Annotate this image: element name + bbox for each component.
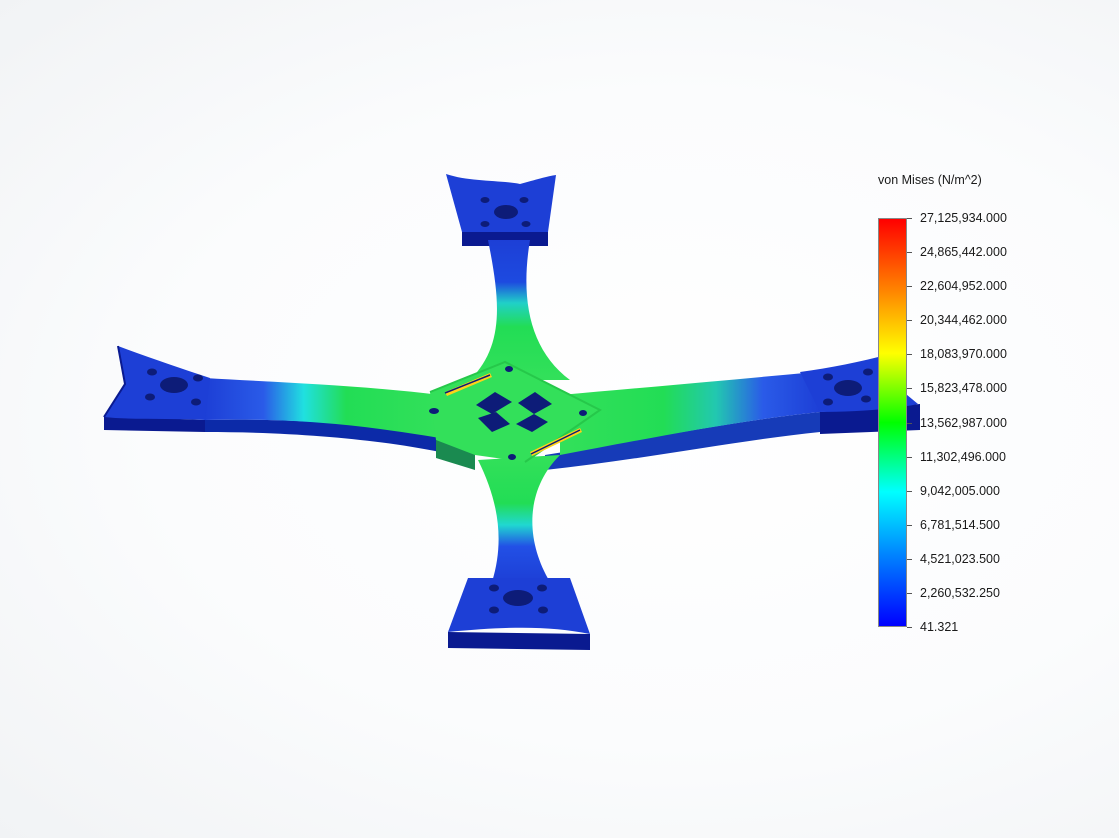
legend-tick-label: 9,042,005.000 (920, 483, 1000, 498)
color-scale-bar (878, 218, 907, 627)
legend-tick-label: 4,521,023.500 (920, 551, 1000, 566)
legend-tick-mark (907, 320, 912, 322)
legend-tick-label: 27,125,934.000 (920, 211, 1007, 225)
bottom-motor-mount (448, 578, 590, 634)
legend-tick-mark (907, 592, 912, 594)
legend-tick-label: 20,344,462.000 (920, 313, 1007, 328)
legend-tick-mark (907, 252, 912, 254)
legend-tick-label: 6,781,514.500 (920, 517, 1000, 532)
legend-tick-label: 22,604,952.000 (920, 279, 1007, 294)
legend-tick-mark (907, 558, 912, 560)
legend-tick-mark (907, 388, 912, 390)
top-motor-mount (446, 174, 556, 232)
legend-tick-mark (907, 490, 912, 492)
legend-tick-label: 15,823,478.000 (920, 381, 1007, 396)
center-cutouts (429, 366, 587, 460)
legend-tick-label: 18,083,970.000 (920, 347, 1007, 362)
right-arm (560, 372, 820, 455)
left-arm (205, 378, 440, 438)
stress-legend[interactable]: von Mises (N/m^2) 27,125,934.000 24,865,4… (870, 170, 1110, 640)
legend-title: von Mises (N/m^2) (878, 173, 982, 187)
legend-tick-mark (907, 354, 912, 356)
legend-tick-label: 2,260,532.250 (920, 585, 1000, 600)
center-hub (430, 362, 600, 462)
stress-hotspots (444, 373, 582, 456)
legend-tick-label: 13,562,987.000 (920, 415, 1007, 430)
top-arm (470, 240, 570, 380)
left-motor-mount (103, 345, 210, 420)
legend-tick-mark (907, 218, 912, 219)
bottom-arm (478, 455, 560, 582)
legend-tick-mark (907, 627, 912, 628)
legend-tick-label: 24,865,442.000 (920, 245, 1007, 260)
legend-tick-label: 41.321 (920, 620, 959, 634)
legend-tick-mark (907, 422, 912, 424)
legend-tick-label: 11,302,496.000 (920, 449, 1006, 464)
legend-tick-mark (907, 286, 912, 288)
legend-tick-mark (907, 524, 912, 526)
legend-tick-mark (907, 456, 912, 458)
